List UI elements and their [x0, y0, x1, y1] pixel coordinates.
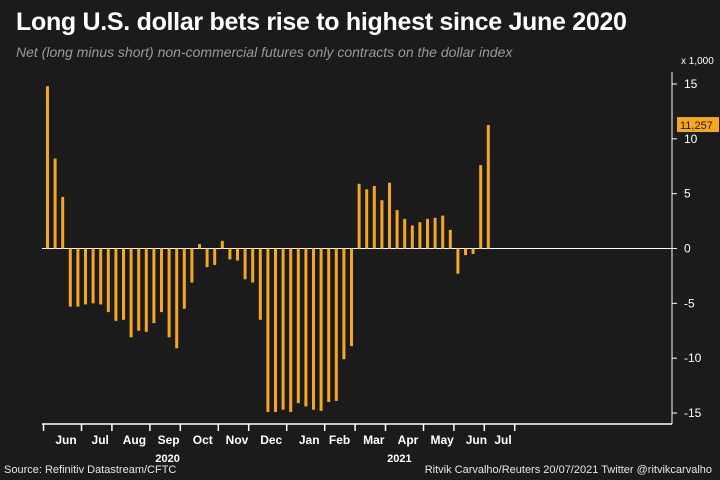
bar: [388, 182, 391, 249]
bar: [190, 248, 194, 283]
bar: [281, 248, 285, 410]
x-year-label: 2020: [155, 453, 179, 465]
x-month-label: Jan: [299, 433, 320, 447]
y-tick-label: -10: [684, 351, 702, 365]
y-tick-label: -5: [684, 296, 695, 310]
y-tick-label: 15: [684, 77, 698, 91]
x-month-label: May: [431, 433, 455, 447]
bar: [61, 196, 65, 249]
bar: [91, 248, 95, 304]
bar: [418, 222, 422, 249]
y-tick-label: 0: [684, 242, 691, 256]
bar: [395, 210, 399, 249]
bar: [137, 248, 141, 331]
bar: [296, 248, 300, 404]
bar: [433, 217, 437, 249]
x-month-label: Feb: [329, 433, 350, 447]
x-month-label: Jul: [494, 433, 511, 447]
bar: [380, 200, 384, 249]
bar: [236, 248, 239, 261]
bar: [114, 248, 118, 321]
bar: [334, 248, 338, 401]
bar: [448, 229, 452, 249]
bar: [372, 185, 376, 249]
x-month-label: Aug: [123, 433, 146, 447]
bar: [365, 189, 369, 249]
bar: [213, 248, 217, 265]
x-month-label: Sep: [158, 433, 180, 447]
bar: [84, 248, 87, 305]
bar: [471, 248, 475, 254]
bar: [410, 225, 414, 249]
source-note: Source: Refinitiv Datastream/CFTC: [4, 464, 177, 476]
credit-note: Ritvik Carvalho/Reuters 20/07/2021 Twitt…: [424, 464, 712, 476]
bar: [456, 248, 460, 274]
bar: [441, 215, 445, 249]
bar: [46, 86, 49, 249]
bar: [152, 248, 156, 324]
bar: [53, 158, 57, 249]
bar: [205, 248, 209, 268]
bar: [99, 248, 103, 305]
bar: [167, 248, 171, 338]
bar: [258, 248, 262, 320]
bar: [274, 248, 277, 412]
bar: [357, 183, 361, 249]
bar: [175, 248, 179, 349]
bar: [486, 125, 490, 249]
bar: [289, 248, 293, 412]
bar: [198, 244, 201, 249]
bar: [479, 165, 483, 249]
x-year-label: 2021: [387, 453, 411, 465]
bar: [403, 218, 407, 249]
x-month-label: Mar: [363, 433, 385, 447]
bar: [228, 248, 232, 260]
bar: [220, 240, 224, 249]
bar: [426, 218, 429, 249]
y-unit-label: x 1,000: [681, 56, 714, 67]
bar: [266, 248, 270, 412]
x-month-label: Dec: [260, 433, 282, 447]
y-tick-label: -15: [684, 406, 702, 420]
y-tick-label: 5: [684, 187, 691, 201]
bar: [182, 248, 186, 309]
x-month-label: Apr: [398, 433, 419, 447]
last-value-label: 11,257: [680, 120, 713, 132]
chart-title: Long U.S. dollar bets rise to highest si…: [16, 8, 627, 36]
bar: [68, 248, 72, 307]
bar: [319, 248, 323, 411]
bar: [144, 248, 148, 332]
bar: [350, 248, 353, 347]
last-value-box: [677, 117, 719, 133]
bar: [312, 248, 315, 410]
bar: [251, 248, 255, 283]
y-tick-label: 10: [684, 132, 698, 146]
bar: [243, 248, 247, 280]
x-month-label: Oct: [193, 433, 213, 447]
bar: [76, 248, 80, 307]
bar: [106, 248, 110, 313]
bar: [327, 248, 331, 403]
x-month-label: Jul: [92, 433, 109, 447]
bar: [129, 248, 133, 338]
chart-subtitle: Net (long minus short) non-commercial fu…: [16, 44, 513, 60]
bar: [122, 248, 125, 320]
bar: [342, 248, 346, 360]
bar: [304, 248, 308, 407]
x-month-label: Jun: [466, 433, 487, 447]
bar: [160, 248, 163, 313]
bar: [464, 248, 467, 256]
x-month-label: Jun: [55, 433, 76, 447]
x-month-label: Nov: [226, 433, 249, 447]
